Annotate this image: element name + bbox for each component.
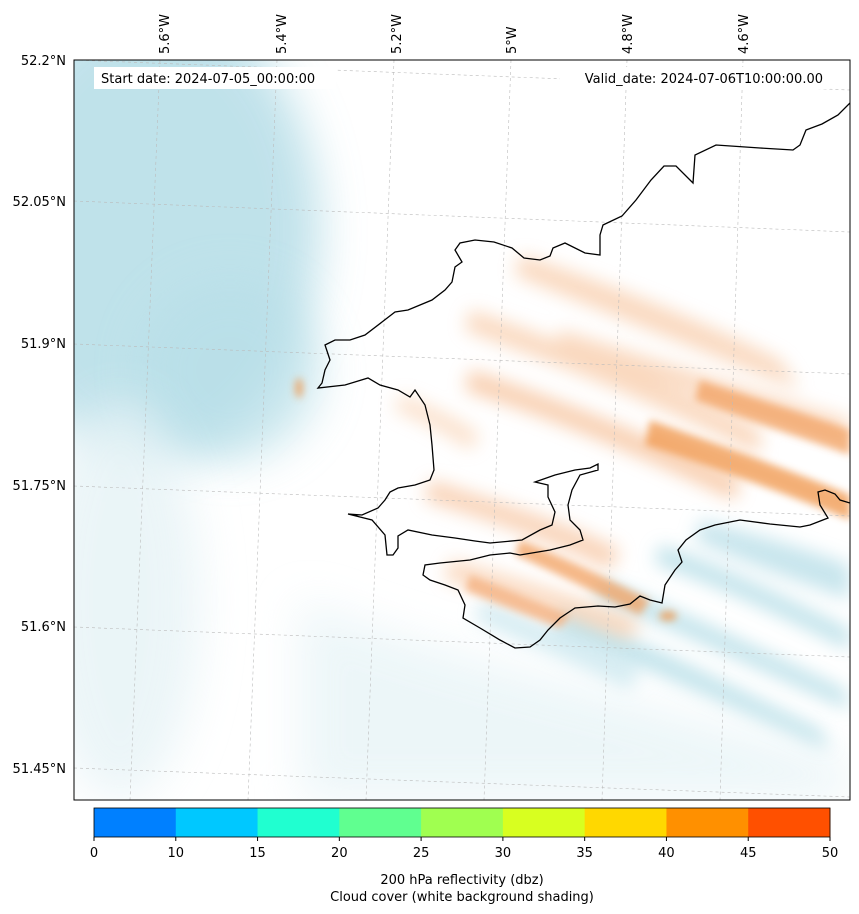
colorbar-tick-label: 15 bbox=[249, 846, 266, 861]
longitude-labels: 5.6°W 5.4°W 5.2°W 5°W 4.8°W 4.6°W bbox=[158, 14, 752, 54]
colorbar-swatch bbox=[175, 808, 259, 837]
colorbar-swatch bbox=[748, 808, 831, 837]
valid-date-box bbox=[560, 67, 830, 89]
colorbar-tick-label: 10 bbox=[168, 846, 185, 861]
colorbar-frame bbox=[93, 807, 831, 838]
start-date-box bbox=[94, 67, 336, 89]
colorbar-tick-label: 35 bbox=[576, 846, 593, 861]
lat-label: 51.6°N bbox=[21, 620, 66, 635]
lat-label: 52.2°N bbox=[21, 54, 66, 69]
colorbar-tick-label: 40 bbox=[658, 846, 675, 861]
lon-label: 4.8°W bbox=[621, 14, 636, 54]
colorbar-swatch bbox=[421, 808, 504, 837]
colorbar-tick-label: 20 bbox=[331, 846, 348, 861]
coastline bbox=[316, 102, 850, 649]
latitude-labels: 52.2°N 52.05°N 51.9°N 51.75°N 51.6°N 51.… bbox=[13, 54, 66, 777]
colorbar-sublabel: Cloud cover (white background shading) bbox=[330, 890, 594, 905]
lon-label: 4.6°W bbox=[737, 14, 752, 54]
colorbar-swatch bbox=[257, 808, 340, 837]
colorbar-swatch bbox=[94, 808, 177, 837]
reflectivity-shading bbox=[295, 255, 850, 640]
lon-label: 5.6°W bbox=[158, 14, 173, 54]
colorbar: 0 10 15 20 25 30 35 40 45 50 200 hPa reflectivity… bbox=[90, 807, 839, 905]
lat-label: 51.75°N bbox=[13, 479, 66, 494]
cloud-cover-shading bbox=[74, 60, 850, 800]
colorbar-swatch bbox=[502, 808, 586, 837]
colorbar-tick-label: 25 bbox=[413, 846, 430, 861]
colorbar-tick-label: 50 bbox=[822, 846, 839, 861]
colorbar-tick-label: 45 bbox=[740, 846, 757, 861]
lat-label: 52.05°N bbox=[13, 195, 66, 210]
lon-label: 5.2°W bbox=[390, 14, 405, 54]
lat-label: 51.45°N bbox=[13, 762, 66, 777]
lon-label: 5°W bbox=[505, 26, 520, 54]
colorbar-tick-label: 30 bbox=[495, 846, 512, 861]
colorbar-swatch bbox=[584, 808, 667, 837]
lon-label: 5.4°W bbox=[275, 14, 290, 54]
colorbar-swatch bbox=[666, 808, 749, 837]
valid-date-label: Valid_date: 2024-07-06T10:00:00.00 bbox=[585, 72, 823, 87]
colorbar-tick-label: 0 bbox=[90, 846, 98, 861]
lat-label: 51.9°N bbox=[21, 337, 66, 352]
colorbar-label: 200 hPa reflectivity (dbz) bbox=[380, 873, 543, 888]
colorbar-swatch bbox=[339, 808, 422, 837]
start-date-label: Start date: 2024-07-05_00:00:00 bbox=[101, 72, 315, 87]
map-area bbox=[74, 60, 850, 800]
map-frame bbox=[73, 59, 851, 801]
